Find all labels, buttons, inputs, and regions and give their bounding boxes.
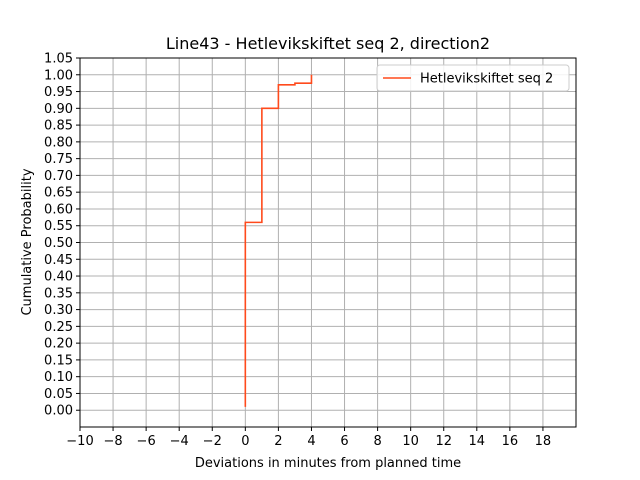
y-tick-label: 0.15 [44, 353, 73, 368]
y-tick-label: 0.25 [44, 320, 73, 335]
chart-title: Line43 - Hetlevikskiftet seq 2, directio… [166, 34, 490, 53]
x-tick-label: −10 [66, 434, 93, 449]
y-tick-label: 0.60 [44, 202, 73, 217]
x-tick-label: 0 [241, 434, 249, 449]
x-tick-label: −4 [170, 434, 189, 449]
x-tick-label: −6 [137, 434, 156, 449]
x-tick-label: 6 [340, 434, 348, 449]
x-tick-label: 4 [307, 434, 315, 449]
legend: Hetlevikskiftet seq 2 [376, 64, 570, 92]
y-tick-label: 1.00 [44, 68, 73, 83]
y-tick-label: 0.45 [44, 253, 73, 268]
y-tick-label: 0.40 [44, 270, 73, 285]
y-axis: 0.00 0.05 0.10 0.150.20 0.25 0.30 0.350.40 0.45… [44, 52, 80, 419]
y-tick-label: 0.70 [44, 169, 73, 184]
series-line [244, 74, 313, 407]
y-tick-label: 0.65 [44, 186, 73, 201]
y-tick-label: 0.35 [44, 286, 73, 301]
series-layer [244, 74, 313, 407]
y-axis-label: Cumulative Probability [20, 168, 35, 315]
y-tick-label: 0.30 [44, 303, 73, 318]
legend-label: Hetlevikskiftet seq 2 [420, 72, 553, 87]
x-tick-label: 8 [373, 434, 381, 449]
legend-box [376, 64, 570, 92]
y-tick-label: 0.50 [44, 236, 73, 251]
y-tick-label: 0.75 [44, 152, 73, 167]
y-tick-label: 0.85 [44, 119, 73, 134]
y-tick-label: 0.95 [44, 85, 73, 100]
x-tick-label: 18 [535, 434, 552, 449]
x-tick-label: −8 [103, 434, 122, 449]
x-tick-label: 10 [402, 434, 419, 449]
x-tick-label: 16 [502, 434, 519, 449]
x-axis: −10 −8 −6 −4 −2 0 2 4 6 8 10 12 14 16 18 [66, 427, 551, 449]
y-tick-label: 0.10 [44, 370, 73, 385]
y-tick-label: 0.80 [44, 135, 73, 150]
x-tick-label: −2 [203, 434, 222, 449]
y-tick-label: 0.00 [44, 404, 73, 419]
y-tick-label: 0.55 [44, 219, 73, 234]
x-tick-label: 14 [469, 434, 486, 449]
y-tick-label: 0.90 [44, 102, 73, 117]
x-tick-label: 12 [435, 434, 452, 449]
x-axis-label: Deviations in minutes from planned time [195, 456, 461, 471]
y-tick-label: 0.05 [44, 387, 73, 402]
x-tick-label: 2 [274, 434, 282, 449]
y-tick-label: 0.20 [44, 337, 73, 352]
y-tick-label: 1.05 [44, 52, 73, 67]
